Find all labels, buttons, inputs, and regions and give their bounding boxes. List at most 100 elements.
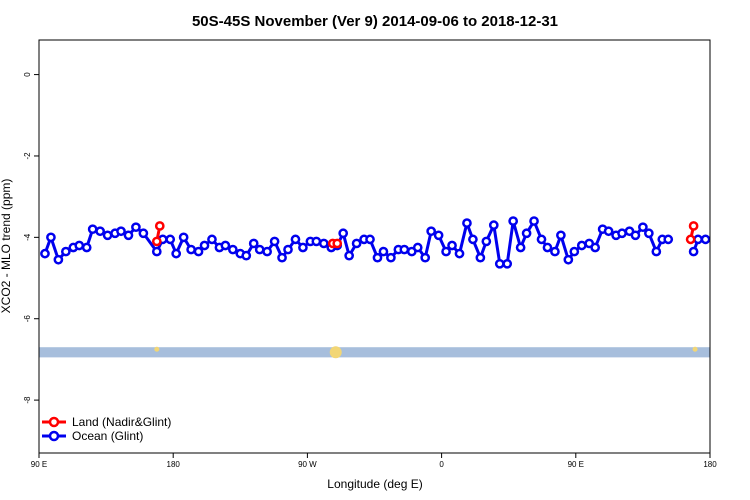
data-point [550,246,560,257]
data-point [441,246,451,257]
data-point [277,252,287,263]
data-point [262,246,272,257]
data-point [663,234,674,245]
y-axis-label: XCO2 - MLO trend (ppm) [0,179,13,314]
data-point [447,240,457,251]
data-point [502,258,513,269]
data-point [521,228,532,239]
data-point [87,224,98,235]
data-point [556,230,566,241]
legend-marker-land [48,416,60,428]
data-point [569,246,580,257]
data-point [186,244,196,255]
data-point [488,220,499,230]
legend-item-land: Land (Nadir&Glint) [42,415,171,429]
data-point [576,240,587,251]
data-point [481,236,492,247]
legend: Land (Nadir&Glint) Ocean (Glint) [42,415,171,443]
data-point [332,238,343,249]
x-axis-label: Longitude (deg E) [327,477,422,491]
data-point [494,258,505,269]
x-axis: 90 E 180 90 W 0 90 E 180 [31,453,717,469]
data-point [454,248,465,259]
data-point [298,242,308,253]
y-tick-label: -6 [23,315,32,323]
data-point [283,244,293,255]
data-point [40,248,50,259]
data-point [351,238,362,249]
data-point [412,242,423,253]
y-tick-label: -2 [23,152,32,160]
data-point [644,228,654,239]
data-point [468,234,478,245]
data-point [338,228,349,239]
data-point [46,232,56,243]
data-point [207,234,217,245]
data-point [193,246,204,257]
band-marker-0 [154,346,160,352]
chart-title: 50S-45S November (Ver 9) 2014-09-06 to 2… [192,13,558,30]
data-point [116,226,126,237]
data-point [651,246,662,257]
series-ocean [40,216,711,269]
coverage-band-rect [39,347,710,358]
data-point [178,232,189,243]
data-point [154,221,165,231]
data-point [638,222,648,233]
data-point [426,226,437,237]
data-point [399,244,410,255]
data-point [433,230,444,241]
y-tick-label: -4 [23,233,32,241]
data-coverage-band [39,346,710,359]
data-point [700,234,711,245]
x-tick-label: 180 [167,460,181,469]
data-point [590,242,601,253]
data-point [542,242,553,253]
plot-frame [38,39,711,454]
data-point [311,236,322,247]
data-point [53,254,64,265]
data-point [227,244,238,255]
legend-label-ocean: Ocean (Glint) [72,429,143,443]
data-point [95,226,105,237]
data-point [536,234,547,245]
data-point [151,246,162,257]
data-point [81,242,92,253]
data-point [344,250,355,261]
x-tick-label: 0 [439,460,444,469]
data-point [165,234,176,245]
data-point [386,252,396,263]
data-point [693,234,703,245]
x-tick-label: 180 [703,460,717,469]
band-marker-1 [329,346,342,359]
legend-label-land: Land (Nadir&Glint) [72,415,171,429]
data-point [199,240,210,251]
data-point [365,234,375,245]
data-point [138,228,149,239]
x-tick-label: 90 E [568,460,584,469]
data-point [475,252,486,263]
data-point [220,240,231,251]
legend-item-ocean: Ocean (Glint) [42,429,143,443]
data-point [603,226,614,237]
data-point [102,230,113,241]
data-point [529,216,539,226]
data-point [685,234,696,245]
data-point [462,218,472,228]
data-point [269,236,280,247]
band-marker-2 [692,346,698,352]
data-point [318,238,329,249]
data-point [688,246,699,257]
data-point [563,254,574,265]
y-tick-label: -8 [23,396,32,404]
series-layer [40,216,711,269]
series-land [151,221,699,249]
data-point [630,230,641,241]
data-point [508,216,519,226]
data-point [420,252,431,263]
data-point [171,248,182,259]
data-point [131,222,141,233]
x-tick-label: 90 E [31,460,47,469]
data-point [290,234,301,245]
